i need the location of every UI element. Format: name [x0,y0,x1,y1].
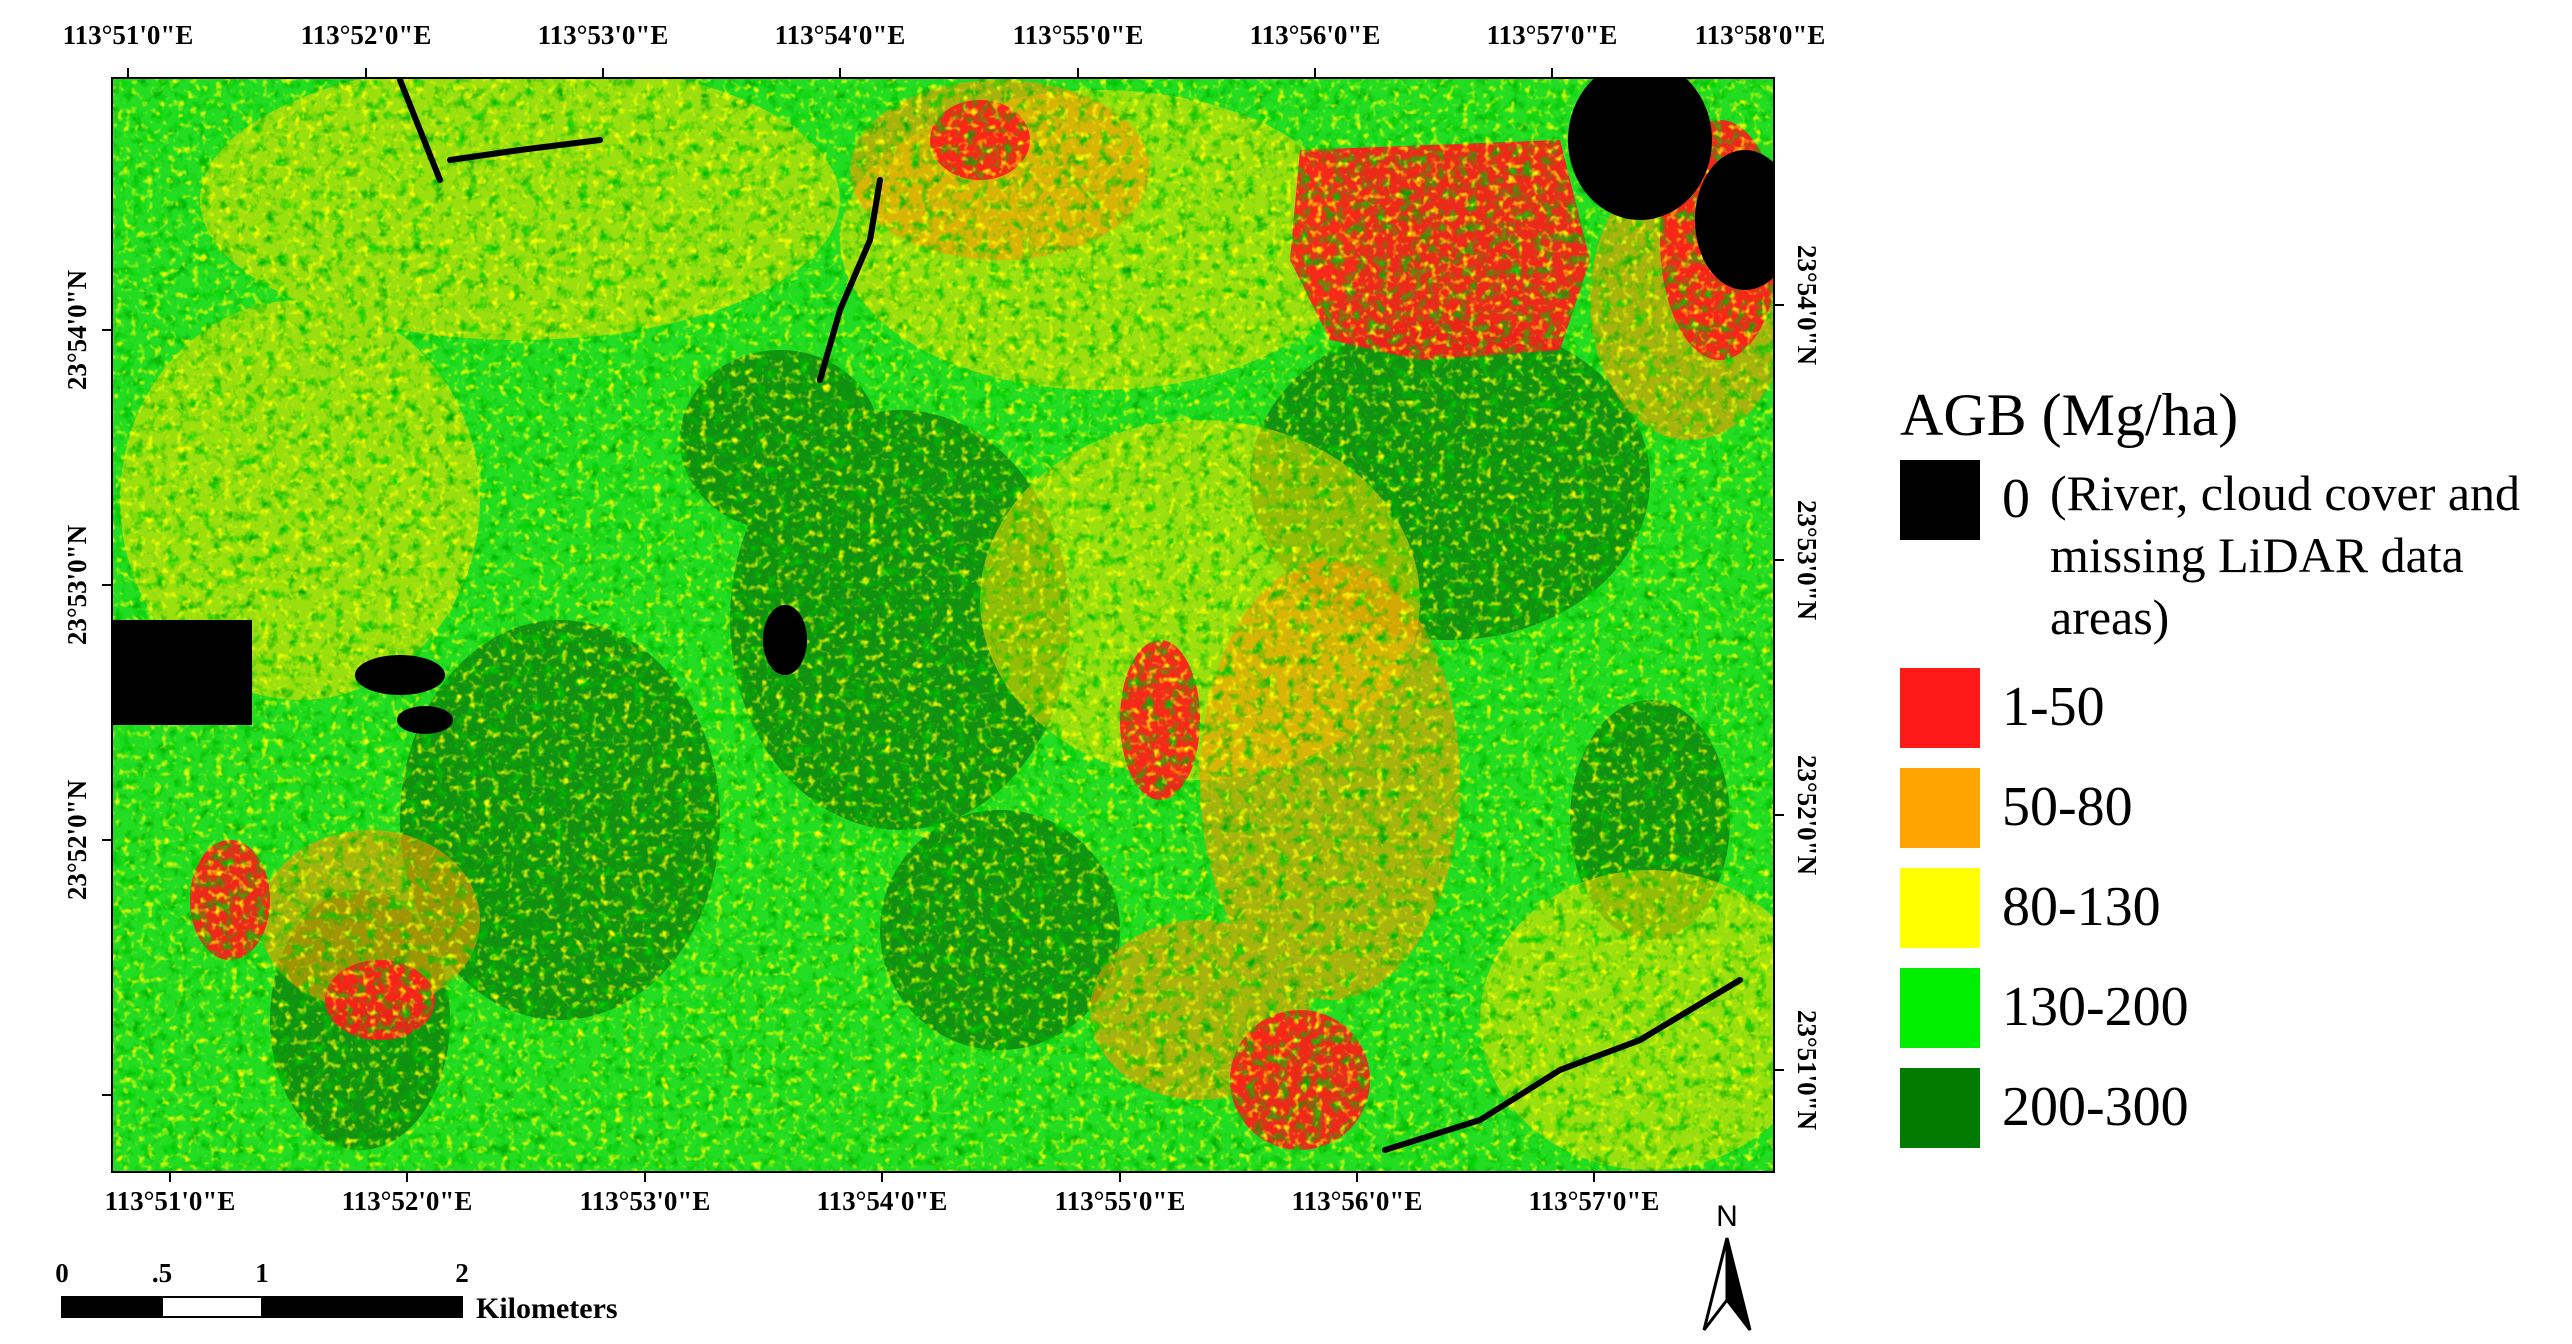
top-tick-label: 113°58'0"E [1695,20,1826,50]
right-tick-label: 23°53'0"N [1792,500,1822,621]
legend-note: (River, cloud cover and missing LiDAR da… [2050,465,2521,645]
legend-item-2: 50-80 [1900,768,2560,848]
bottom-tick-label: 113°54'0"E [817,1186,948,1216]
bottom-tick-label: 113°56'0"E [1292,1186,1423,1216]
legend-label: 200-300 [2002,1076,2189,1138]
legend-item-1: 1-50 [1900,668,2560,748]
top-tick-label: 113°54'0"E [775,20,906,50]
scale-tick-label: 2 [455,1258,469,1288]
scale-bar: 0 .5 1 2 Kilometers [55,1258,617,1325]
legend-swatch [1900,968,1980,1048]
scale-bar-segment [261,1296,463,1318]
bottom-tick-label: 113°57'0"E [1529,1186,1660,1216]
scale-unit-label: Kilometers [476,1292,618,1325]
top-tick-label: 113°51'0"E [63,20,194,50]
legend-item-4: 130-200 [1900,968,2560,1048]
legend-swatch [1900,868,1980,948]
scale-tick-label: .5 [152,1258,172,1288]
legend-item-3: 80-130 [1900,868,2560,948]
right-tick-label: 23°51'0"N [1792,1010,1822,1131]
legend-swatch [1900,768,1980,848]
legend-item-0: 0 (River, cloud cover and missing LiDAR … [1900,460,2560,648]
legend-item-5: 200-300 [1900,1068,2560,1148]
legend-label: 130-200 [2002,976,2189,1038]
legend-swatch [1900,460,1980,540]
bottom-tick-label: 113°51'0"E [105,1186,236,1216]
north-label: N [1716,1200,1738,1233]
left-latitude-labels: 23°54'0"N 23°53'0"N 23°52'0"N [62,269,92,900]
legend-label: 80-130 [2002,876,2161,938]
north-arrow: N [1702,1200,1752,1331]
right-latitude-labels: 23°54'0"N 23°53'0"N 23°52'0"N 23°51'0"N [1792,245,1822,1131]
scale-bar-segment [161,1296,263,1318]
scale-bar-segment [61,1296,163,1318]
left-tick-label: 23°53'0"N [62,524,92,645]
north-arrow-icon [1702,1237,1729,1331]
legend-title: AGB (Mg/ha) [1900,382,2239,448]
top-longitude-labels: 113°51'0"E 113°52'0"E 113°53'0"E 113°54'… [63,20,1826,50]
legend-swatch [1900,668,1980,748]
legend-swatch [1900,1068,1980,1148]
legend-label: 0 [2002,468,2030,530]
legend-label: 1-50 [2002,676,2105,738]
scale-tick-label: 0 [55,1258,69,1288]
legend: AGB (Mg/ha) 0 (River, cloud cover and mi… [1900,380,2560,1168]
top-tick-label: 113°57'0"E [1487,20,1618,50]
bottom-tick-label: 113°52'0"E [342,1186,473,1216]
bottom-tick-label: 113°53'0"E [580,1186,711,1216]
left-tick-label: 23°54'0"N [62,269,92,390]
right-tick-label: 23°54'0"N [1792,245,1822,366]
top-tick-label: 113°52'0"E [301,20,432,50]
bottom-longitude-labels: 113°51'0"E 113°52'0"E 113°53'0"E 113°54'… [105,1186,1660,1216]
left-tick-label: 23°52'0"N [62,779,92,900]
scale-tick-label: 1 [255,1258,269,1288]
top-tick-label: 113°56'0"E [1250,20,1381,50]
top-tick-label: 113°53'0"E [538,20,669,50]
map-frame [111,77,1775,1173]
legend-label: 50-80 [2002,776,2133,838]
right-tick-label: 23°52'0"N [1792,755,1822,876]
bottom-tick-label: 113°55'0"E [1055,1186,1186,1216]
agb-raster [112,78,1774,1172]
graticule-ticks [102,68,1784,1182]
top-tick-label: 113°55'0"E [1013,20,1144,50]
